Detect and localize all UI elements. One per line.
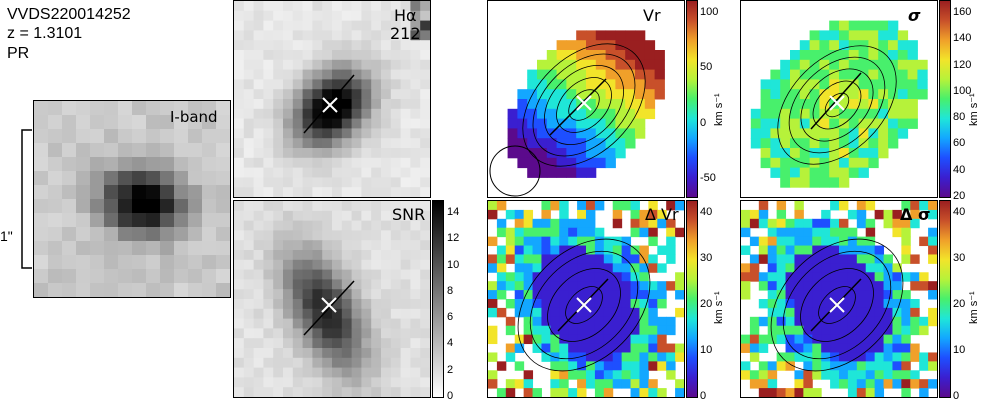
- snr-tick: 2: [447, 363, 454, 376]
- dsigma-tick: 30: [953, 252, 966, 264]
- snr-label: SNR: [392, 205, 426, 224]
- halpha-value: 212: [390, 24, 421, 43]
- snr-tick: 0: [447, 390, 454, 402]
- iband-image: [33, 100, 231, 298]
- vr-tick: -50: [700, 172, 716, 184]
- dsigma-colorbar: [939, 200, 951, 398]
- snr-colorbar: [432, 200, 444, 398]
- dvr-label: Δ Vr: [645, 205, 679, 224]
- halpha-map: [233, 0, 431, 198]
- snr-tick: 14: [447, 206, 460, 218]
- dsigma-tick: 20: [953, 298, 966, 310]
- scale-bar-label: 1": [0, 228, 13, 244]
- class-label: PR: [7, 45, 30, 62]
- dsigma-tick: 0: [953, 390, 960, 402]
- sigma-label: σ: [908, 6, 921, 25]
- sigma-tick: 100: [953, 84, 972, 97]
- dsigma-map: [740, 200, 938, 398]
- vr-tick: 100: [700, 6, 719, 18]
- sigma-tick: 20: [953, 190, 966, 202]
- dsigma-label: Δ σ: [900, 205, 931, 224]
- vr-unit: km s⁻¹: [713, 93, 725, 126]
- object-id: VVDS220014252: [7, 6, 131, 23]
- redshift-label: z = 1.3101: [7, 25, 83, 42]
- sigma-tick: 160: [953, 6, 972, 18]
- sigma-tick: 120: [953, 58, 972, 71]
- snr-map: [233, 200, 431, 398]
- dsigma-unit: km s⁻¹: [968, 291, 980, 324]
- dvr-tick: 20: [700, 298, 713, 310]
- dsigma-tick: 10: [953, 344, 966, 356]
- snr-tick: 6: [447, 311, 454, 324]
- dsigma-tick: 40: [953, 206, 966, 218]
- dvr-tick: 40: [700, 206, 713, 218]
- vr-colorbar: [686, 0, 698, 198]
- vr-label: Vr: [643, 6, 661, 25]
- scale-bar: [21, 129, 32, 269]
- sigma-tick: 140: [953, 32, 972, 45]
- sigma-tick: 60: [953, 137, 966, 150]
- vr-tick: 0: [700, 116, 707, 129]
- dvr-unit: km s⁻¹: [713, 291, 725, 324]
- halpha-label: Hα: [394, 6, 417, 25]
- dvr-colorbar: [686, 200, 698, 398]
- dvr-map: [487, 200, 685, 398]
- sigma-tick: 40: [953, 163, 966, 176]
- snr-tick: 10: [447, 258, 460, 271]
- sigma-colorbar: [939, 0, 951, 198]
- vr-map: [487, 0, 685, 198]
- dvr-tick: 10: [700, 344, 713, 356]
- sigma-map: [740, 0, 938, 198]
- snr-tick: 8: [447, 284, 454, 297]
- snr-tick: 4: [447, 337, 454, 350]
- snr-tick: 12: [447, 232, 460, 245]
- iband-label: I-band: [170, 108, 218, 126]
- sigma-unit: km s⁻¹: [968, 93, 980, 126]
- vr-tick: 50: [700, 61, 713, 74]
- dvr-tick: 0: [700, 390, 707, 402]
- dvr-tick: 30: [700, 252, 713, 264]
- sigma-tick: 80: [953, 111, 966, 124]
